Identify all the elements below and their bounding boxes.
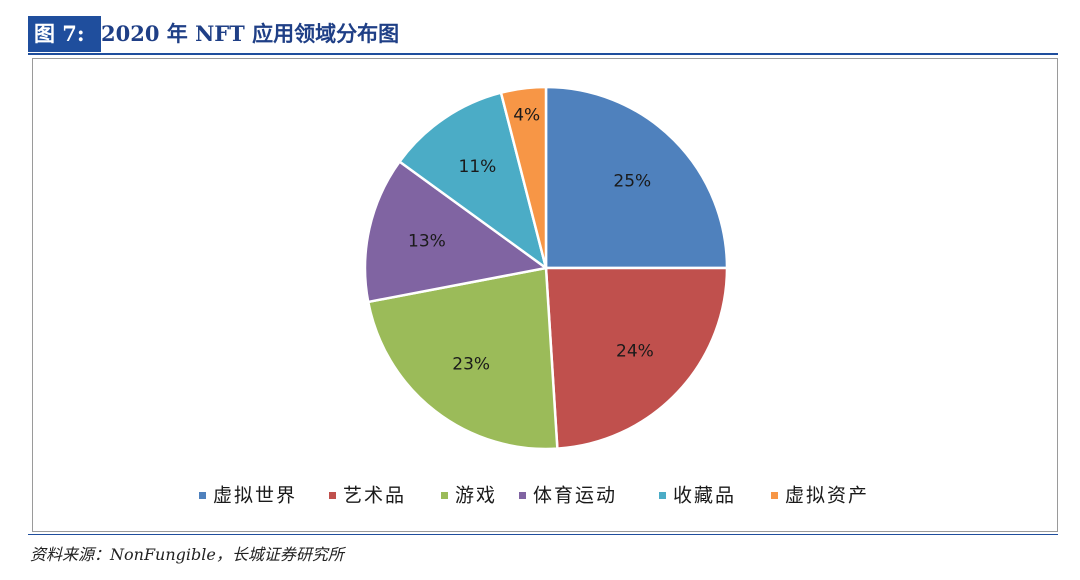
- pie-label-3: 23%: [452, 354, 490, 374]
- pie-slice-3: [366, 266, 559, 451]
- header-divider: [28, 53, 1058, 55]
- legend-swatch-6: [771, 492, 778, 499]
- source-note: 资料来源：NonFungible，长城证券研究所: [30, 545, 344, 564]
- pie-slices: [363, 85, 729, 451]
- legend-swatch-2: [329, 492, 336, 499]
- pie-label-5: 11%: [459, 157, 497, 177]
- legend-label-5: 收藏品: [673, 485, 736, 507]
- legend-swatch-4: [519, 492, 526, 499]
- legend-label-2: 艺术品: [343, 485, 406, 507]
- chart-frame: 25% 24% 23% 13% 11% 4% 虚拟世界 艺术品 游戏 体育运动 收藏品 虚拟资产: [32, 58, 1058, 532]
- pie-label-1: 25%: [613, 172, 651, 192]
- legend-label-3: 游戏: [455, 485, 497, 507]
- legend-label-1: 虚拟世界: [213, 485, 297, 507]
- pie-label-4: 13%: [408, 231, 446, 251]
- legend-label-4: 体育运动: [533, 485, 617, 507]
- figure-header: 图 7: 2020 年 NFT 应用领域分布图: [28, 16, 1058, 56]
- pie-label-2: 24%: [616, 342, 654, 362]
- legend-label-6: 虚拟资产: [785, 485, 869, 507]
- pie-slice-6: [499, 85, 548, 270]
- figure-tag: 图 7:: [28, 16, 101, 52]
- legend-swatch-1: [199, 492, 206, 499]
- pie-slice-4: [363, 160, 548, 304]
- pie-slice-2: [544, 266, 729, 450]
- legend-swatch-5: [659, 492, 666, 499]
- pie-chart: 25% 24% 23% 13% 11% 4% 虚拟世界 艺术品 游戏 体育运动 收藏品 虚拟资产: [199, 85, 869, 507]
- pie-slice-5: [398, 91, 548, 270]
- figure-title: 2020 年 NFT 应用领域分布图: [101, 21, 400, 46]
- pie-slice-1: [544, 85, 729, 270]
- source-divider: [28, 534, 1058, 535]
- legend-swatch-3: [441, 492, 448, 499]
- pie-data-labels: 25% 24% 23% 13% 11% 4%: [408, 105, 654, 374]
- chart-legend: 虚拟世界 艺术品 游戏 体育运动 收藏品 虚拟资产: [199, 485, 869, 507]
- pie-label-6: 4%: [513, 105, 540, 125]
